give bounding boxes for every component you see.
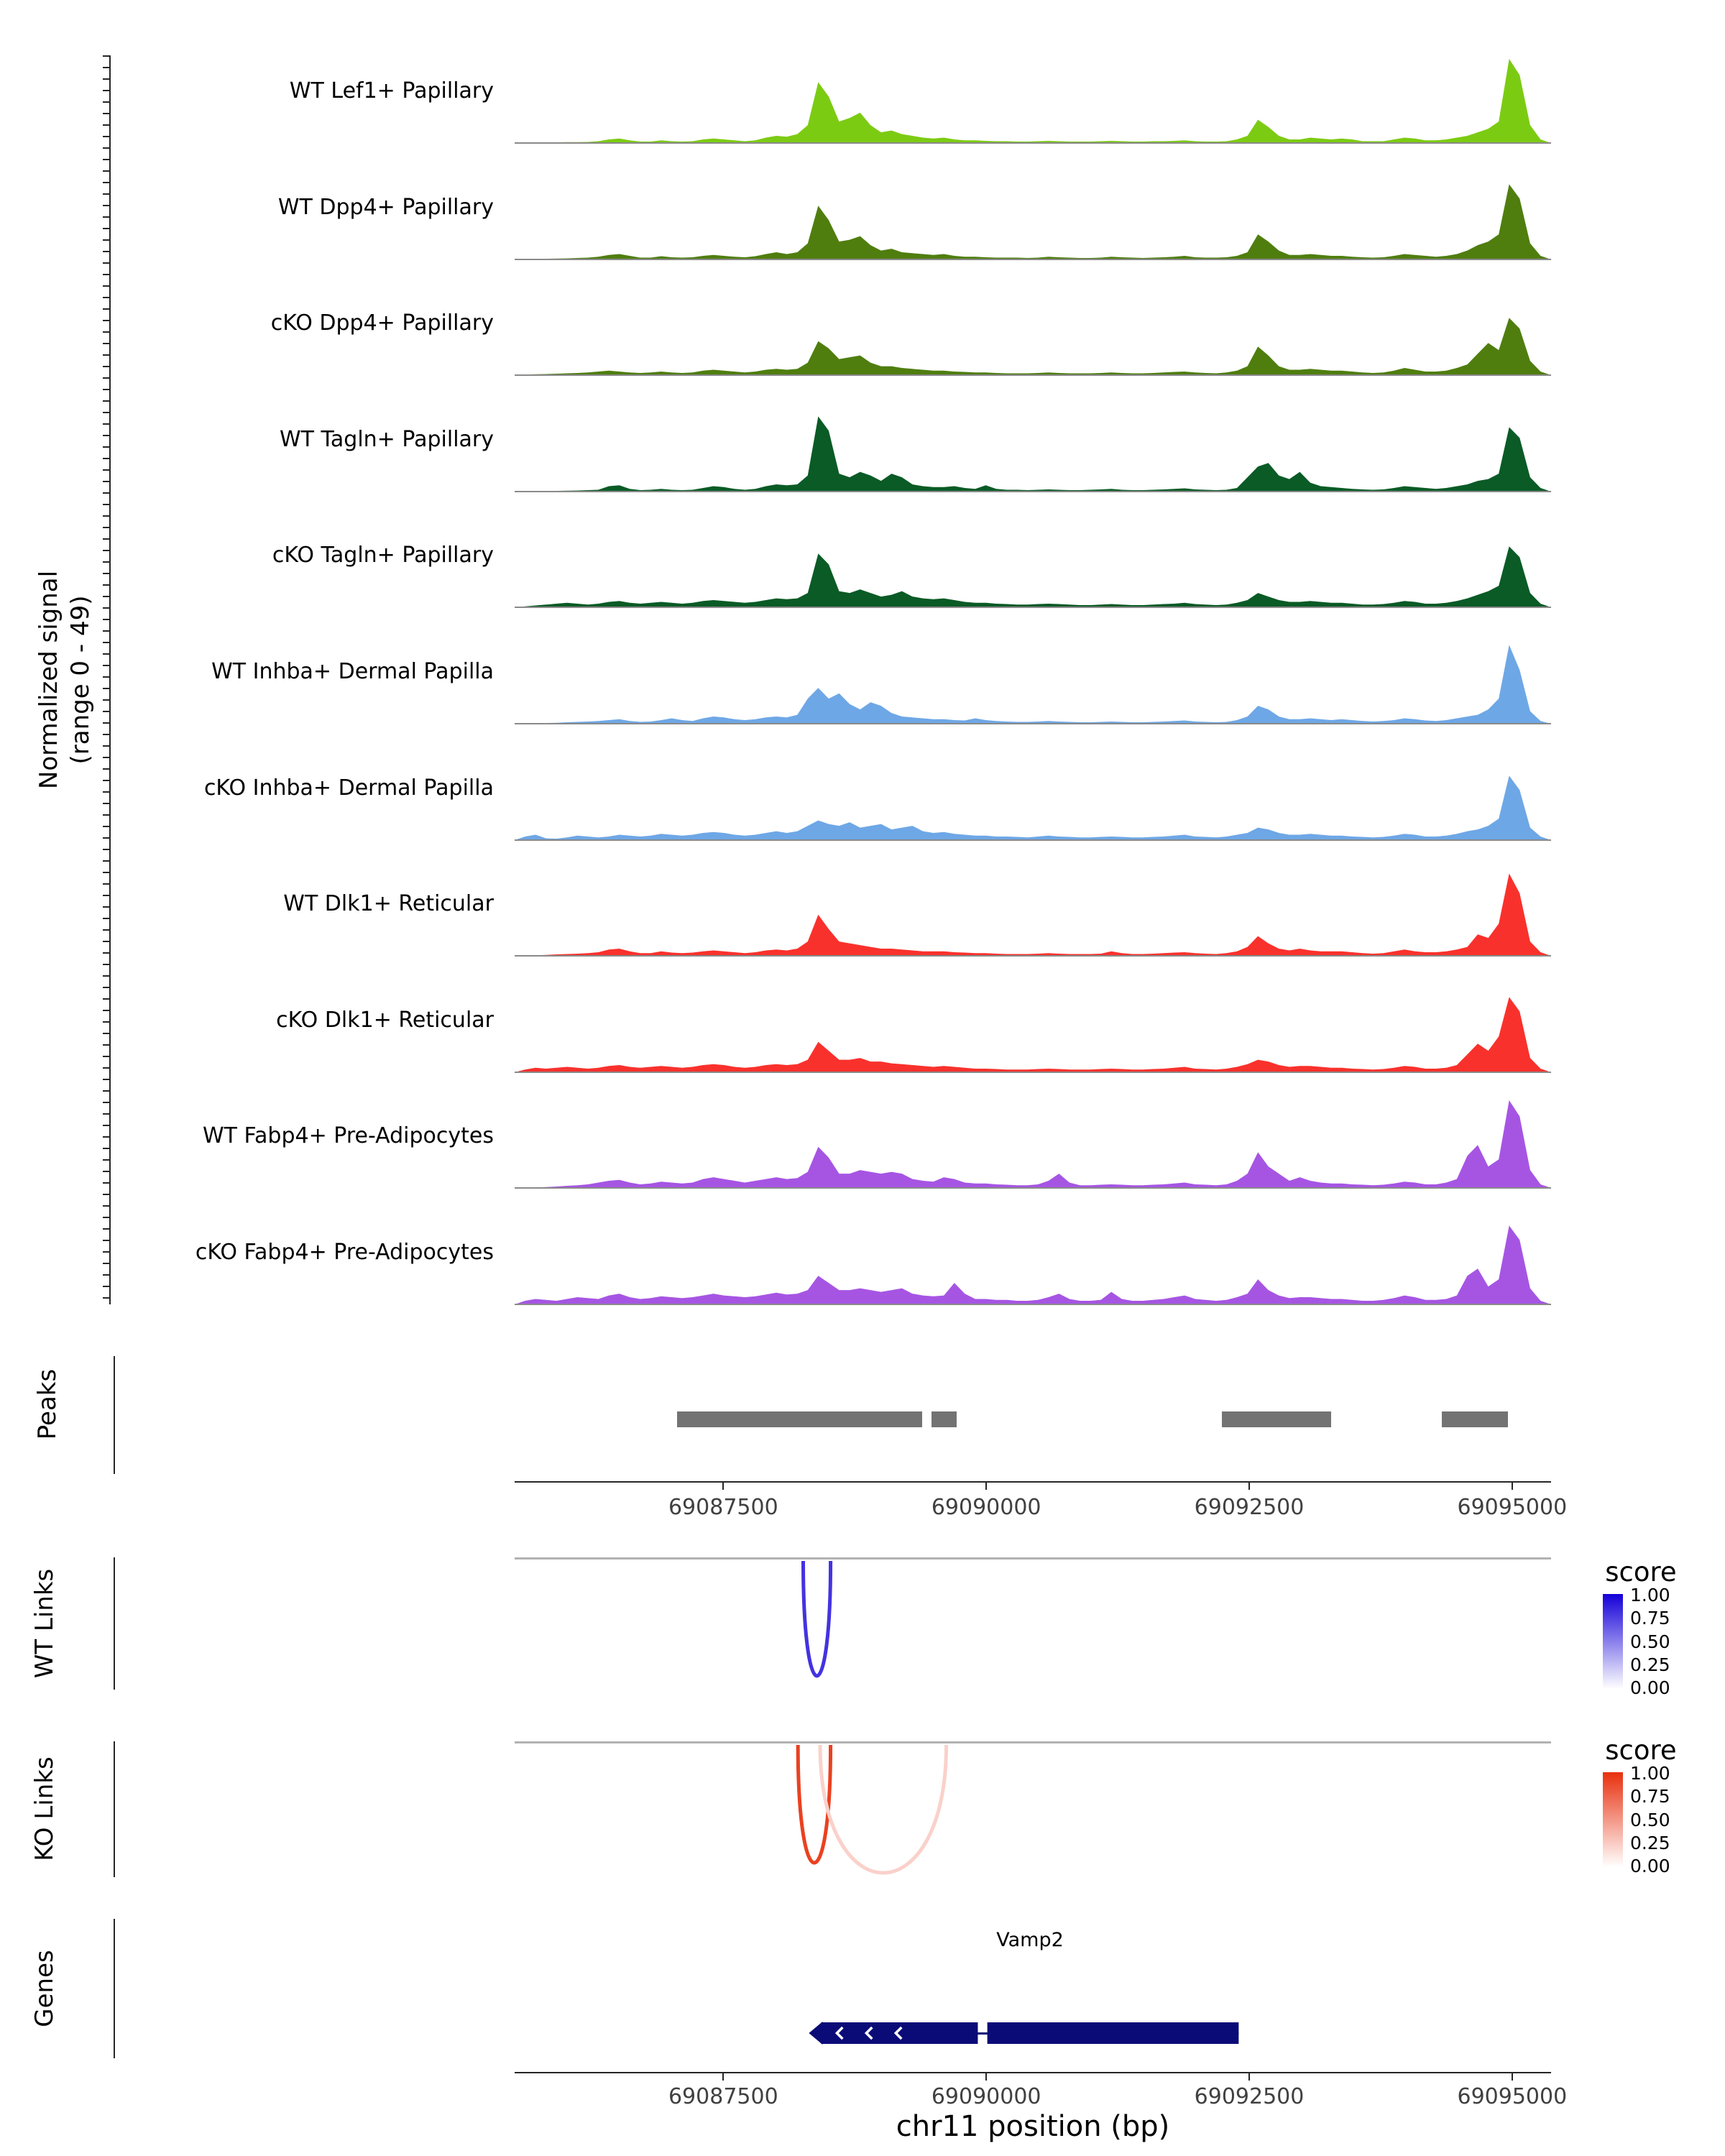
x-axis-tick: [722, 1481, 724, 1490]
x-axis-tick: [1248, 1481, 1250, 1490]
wt-links-axis-line: [114, 1557, 115, 1690]
x-axis-tick-label: 69092500: [1194, 2084, 1305, 2109]
track-label: WT Dlk1+ Reticular: [283, 891, 494, 917]
ko-links-axis-line: [114, 1741, 115, 1877]
peaks-section-label: Peaks: [33, 1368, 62, 1440]
gene-name-label: Vamp2: [996, 1929, 1064, 1951]
score-legend-tick-label: 0.75: [1630, 1608, 1670, 1629]
x-axis-tick: [985, 2072, 988, 2081]
gene-exon-body: [821, 2022, 978, 2044]
ko-score-gradient-bar: [1603, 1772, 1623, 1867]
genes-axis-line: [114, 1919, 115, 2058]
track-signal-area: [515, 59, 1551, 144]
track-label: WT Tagln+ Papillary: [280, 426, 494, 452]
gene-strand-chevron: [834, 2026, 844, 2040]
x-axis-tick-label: 69092500: [1194, 1495, 1305, 1520]
score-legend-tick-label: 1.00: [1630, 1585, 1670, 1606]
track-label: WT Fabp4+ Pre-Adipocytes: [203, 1123, 494, 1149]
track-label: WT Dpp4+ Papillary: [277, 194, 494, 220]
track-label: cKO Fabp4+ Pre-Adipocytes: [195, 1240, 494, 1265]
x-axis-tick-label: 69087500: [668, 1495, 778, 1520]
link-arc: [818, 1744, 949, 1875]
x-axis-tick: [985, 1481, 988, 1490]
gene-strand-chevron: [893, 2026, 903, 2040]
gene-strand-chevron: [864, 2026, 873, 2040]
x-axis-line: [515, 2072, 1551, 2073]
coverage-polygon: [515, 645, 1551, 724]
score-legend-tick-label: 0.50: [1630, 1631, 1670, 1652]
track-signal-area: [515, 997, 1551, 1073]
ko-links-baseline: [515, 1741, 1551, 1743]
score-legend-tick-label: 1.00: [1630, 1763, 1670, 1784]
ko-score-legend-title: score: [1605, 1735, 1677, 1766]
x-axis-title: chr11 position (bp): [896, 2110, 1170, 2143]
gene-canvas: [809, 2022, 1239, 2045]
x-axis-tick: [1511, 2072, 1513, 2081]
gene-strand-arrowhead: [809, 2022, 823, 2045]
coverage-polygon: [515, 183, 1551, 259]
track-signal-area: [515, 1225, 1551, 1305]
coverage-polygon: [515, 997, 1551, 1072]
score-legend-tick-label: 0.25: [1630, 1654, 1670, 1675]
track-signal-area: [515, 546, 1551, 609]
x-axis-tick: [722, 2072, 724, 2081]
wt-score-legend-ticks: 1.00 0.75 0.50 0.25 0.00: [1630, 1585, 1670, 1698]
track-label: WT Inhba+ Dermal Papilla: [211, 659, 494, 684]
coverage-polygon: [515, 416, 1551, 492]
peak-rect: [932, 1411, 957, 1427]
x-axis-line: [515, 1481, 1551, 1483]
track-signal-area: [515, 183, 1551, 260]
track-signal-area: [515, 775, 1551, 841]
peak-rect: [676, 1411, 922, 1427]
coverage-polygon: [515, 318, 1551, 376]
score-legend-tick-label: 0.25: [1630, 1832, 1670, 1853]
signal-y-axis: [103, 55, 111, 1304]
track-signal-area: [515, 416, 1551, 492]
coverage-polygon: [515, 1100, 1551, 1189]
coverage-polygon: [515, 873, 1551, 957]
peak-rect: [1441, 1411, 1508, 1427]
track-signal-area: [515, 1100, 1551, 1189]
wt-score-legend-title: score: [1605, 1557, 1677, 1588]
track-signal-area: [515, 318, 1551, 377]
score-legend-tick-label: 0.75: [1630, 1786, 1670, 1807]
links-arc-canvas: [801, 1560, 833, 1678]
x-axis-tick-label: 69095000: [1457, 2084, 1568, 2109]
link-arc: [796, 1744, 833, 1865]
track-label: cKO Dpp4+ Papillary: [270, 310, 494, 336]
score-legend-tick-label: 0.00: [1630, 1856, 1670, 1876]
x-axis-tick-label: 69087500: [668, 2084, 778, 2109]
coverage-polygon: [515, 1225, 1551, 1304]
wt-links-baseline: [515, 1557, 1551, 1560]
track-label: WT Lef1+ Papillary: [289, 78, 494, 103]
wt-links-section-label: WT Links: [30, 1568, 59, 1679]
coverage-polygon: [515, 546, 1551, 608]
wt-score-legend: score 1.00 0.75 0.50 0.25 0.00: [1558, 1557, 1724, 1708]
peak-rect: [1221, 1411, 1332, 1427]
track-signal-area: [515, 645, 1551, 724]
x-axis-tick: [1248, 2072, 1250, 2081]
score-legend-tick-label: 0.00: [1630, 1677, 1670, 1698]
coverage-polygon: [515, 59, 1551, 143]
track-label: cKO Dlk1+ Reticular: [276, 1007, 494, 1033]
track-signal-area: [515, 873, 1551, 957]
ko-score-legend-ticks: 1.00 0.75 0.50 0.25 0.00: [1630, 1763, 1670, 1876]
x-axis-tick: [1511, 1481, 1513, 1490]
x-axis-tick-label: 69090000: [931, 1495, 1041, 1520]
wt-score-gradient-bar: [1603, 1594, 1623, 1689]
score-legend-tick-label: 0.50: [1630, 1809, 1670, 1830]
genes-section-label: Genes: [30, 1950, 59, 2027]
gene-exon-body: [987, 2022, 1239, 2044]
x-axis-tick-label: 69090000: [931, 2084, 1041, 2109]
link-arc: [801, 1560, 833, 1678]
x-axis-tick-label: 69095000: [1457, 1495, 1568, 1520]
links-arc-canvas: [796, 1744, 949, 1875]
ko-score-legend: score 1.00 0.75 0.50 0.25 0.00: [1558, 1735, 1724, 1886]
coverage-polygon: [515, 775, 1551, 840]
peaks-axis-line: [114, 1356, 115, 1474]
track-label: cKO Tagln+ Papillary: [272, 543, 494, 568]
track-label: cKO Inhba+ Dermal Papilla: [203, 775, 494, 801]
